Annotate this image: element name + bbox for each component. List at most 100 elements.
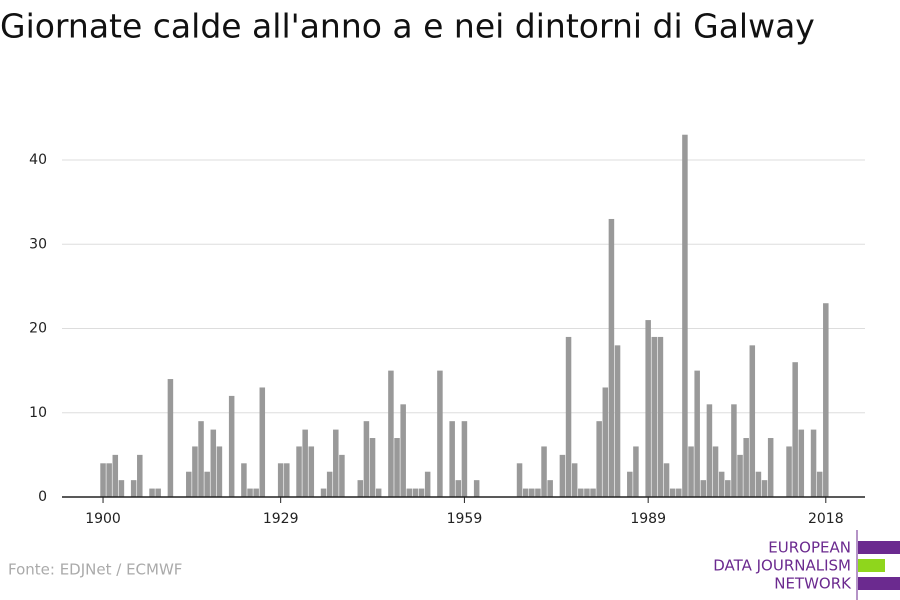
bar [302, 429, 308, 497]
bar [682, 134, 688, 497]
bar [755, 471, 762, 497]
logo-text: DATA JOURNALISM [713, 557, 851, 575]
bar [602, 387, 609, 497]
bar [284, 463, 290, 497]
bar [559, 454, 566, 497]
bar [688, 446, 694, 497]
bar [449, 421, 455, 497]
bar [259, 387, 266, 497]
bar [320, 488, 327, 497]
bar [590, 488, 596, 497]
bar [547, 480, 553, 497]
logo-text: NETWORK [774, 575, 852, 593]
bar [100, 463, 106, 497]
bar [731, 404, 737, 497]
logo-bar [858, 577, 900, 590]
bar [584, 488, 590, 497]
logo: EUROPEAN DATA JOURNALISM NETWORK [713, 530, 900, 600]
bar [412, 488, 419, 497]
x-tick-label: 1900 [85, 511, 121, 527]
bar [326, 471, 333, 497]
bar [596, 421, 602, 497]
bar [437, 370, 443, 497]
y-tick-label: 40 [29, 152, 47, 168]
bar [106, 463, 112, 497]
bar [406, 488, 413, 497]
bar [118, 480, 125, 497]
bar [669, 488, 676, 497]
logo-bar [858, 541, 900, 554]
bar [743, 438, 749, 497]
bar [418, 488, 425, 497]
bar [357, 480, 364, 497]
bar [651, 336, 658, 497]
bar [228, 395, 235, 497]
bar [204, 471, 210, 497]
bar [339, 454, 345, 497]
bar [137, 454, 143, 497]
bar [810, 429, 817, 497]
bar [798, 429, 805, 497]
bar [706, 404, 713, 497]
bar [645, 320, 651, 497]
bar [608, 218, 615, 497]
x-tick-label: 1959 [447, 511, 483, 527]
bar [375, 488, 382, 497]
bar [369, 438, 376, 497]
bar [130, 480, 137, 497]
bar [816, 471, 823, 497]
bar [247, 488, 253, 497]
bar [388, 370, 394, 497]
bar [186, 471, 192, 497]
bar [627, 471, 633, 497]
bar [676, 488, 682, 497]
bar [198, 421, 204, 497]
bar [473, 480, 480, 497]
bar [657, 336, 664, 497]
bar [633, 446, 639, 497]
x-tick-label: 2018 [808, 511, 844, 527]
bar [767, 438, 774, 497]
bar [253, 488, 259, 497]
bar [578, 488, 584, 497]
bar [535, 488, 541, 497]
bar [737, 454, 743, 497]
y-tick-label: 0 [38, 489, 47, 505]
bar [749, 345, 756, 497]
bar [296, 446, 302, 497]
bar [394, 438, 400, 497]
x-tick-label: 1929 [263, 511, 299, 527]
bar [461, 421, 468, 497]
bar [718, 471, 725, 497]
bar [363, 421, 370, 497]
bar [614, 345, 621, 497]
bar [823, 303, 829, 497]
bar [663, 463, 670, 497]
x-tick-label: 1989 [630, 511, 666, 527]
bar [112, 454, 119, 497]
bar [694, 370, 700, 497]
bar [210, 429, 217, 497]
bar [541, 446, 547, 497]
bar [712, 446, 719, 497]
bar [277, 463, 284, 497]
bar [522, 488, 529, 497]
bar [786, 446, 792, 497]
bar [529, 488, 535, 497]
bar [761, 480, 768, 497]
bar [167, 379, 174, 497]
y-tick-label: 20 [29, 321, 47, 337]
logo-bar [858, 559, 885, 572]
bar [400, 404, 406, 497]
bar [516, 463, 523, 497]
bar [792, 362, 798, 497]
bar [149, 488, 155, 497]
bar [571, 463, 578, 497]
bar [565, 336, 572, 497]
bar [455, 480, 462, 497]
bar [192, 446, 198, 497]
bar [725, 480, 731, 497]
chart-title: Giornate calde all'anno a e nei dintorni… [0, 7, 815, 46]
source: Fonte: EDJNet / ECMWF [8, 561, 182, 579]
